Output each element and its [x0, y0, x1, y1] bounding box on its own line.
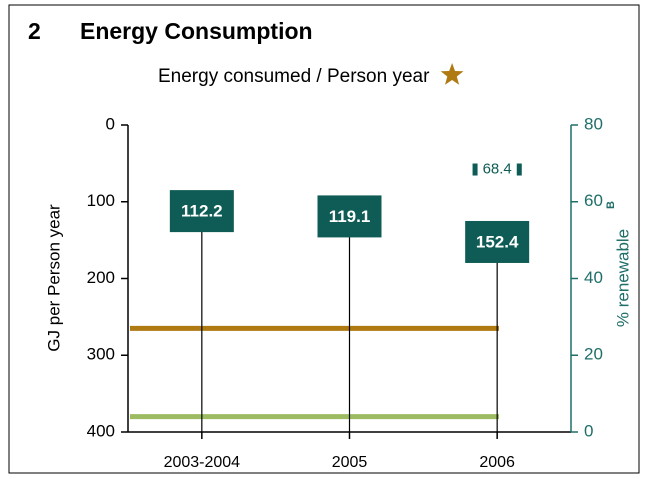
- value-marker: [516, 163, 522, 176]
- y2-tick-label: 40: [584, 268, 603, 287]
- y2-tick-label: 0: [584, 421, 593, 440]
- x-tick-label: 2003-2004: [164, 454, 241, 471]
- y-axis-label: GJ per Person year: [44, 204, 63, 352]
- chart-title: Energy consumed / Person year: [158, 66, 430, 87]
- value-box: [317, 195, 382, 238]
- title-star: [440, 63, 464, 85]
- y-tick-label: 300: [87, 345, 115, 364]
- section-number: 2: [28, 18, 41, 44]
- value-box: [465, 220, 530, 263]
- y2-axis-note: B: [605, 201, 617, 209]
- y-tick-label: 0: [106, 114, 115, 133]
- y-tick-label: 400: [87, 421, 115, 440]
- heading: Energy Consumption: [80, 18, 313, 44]
- y2-tick-label: 80: [584, 114, 603, 133]
- value-label: 68.4: [483, 160, 512, 177]
- y-tick-label: 200: [87, 268, 115, 287]
- x-tick-label: 2005: [332, 454, 368, 471]
- value-label: 119.1: [329, 207, 371, 226]
- x-tick-label: 2006: [479, 454, 515, 471]
- value-label: 152.4: [476, 232, 519, 251]
- value-marker: [472, 163, 478, 176]
- value-box: [169, 190, 234, 233]
- y-tick-label: 100: [87, 191, 115, 210]
- y2-axis-label: % renewable: [613, 229, 632, 327]
- frame: [8, 4, 640, 474]
- y2-tick-label: 20: [584, 345, 603, 364]
- y2-tick-label: 60: [584, 191, 603, 210]
- value-label: 112.2: [181, 202, 223, 221]
